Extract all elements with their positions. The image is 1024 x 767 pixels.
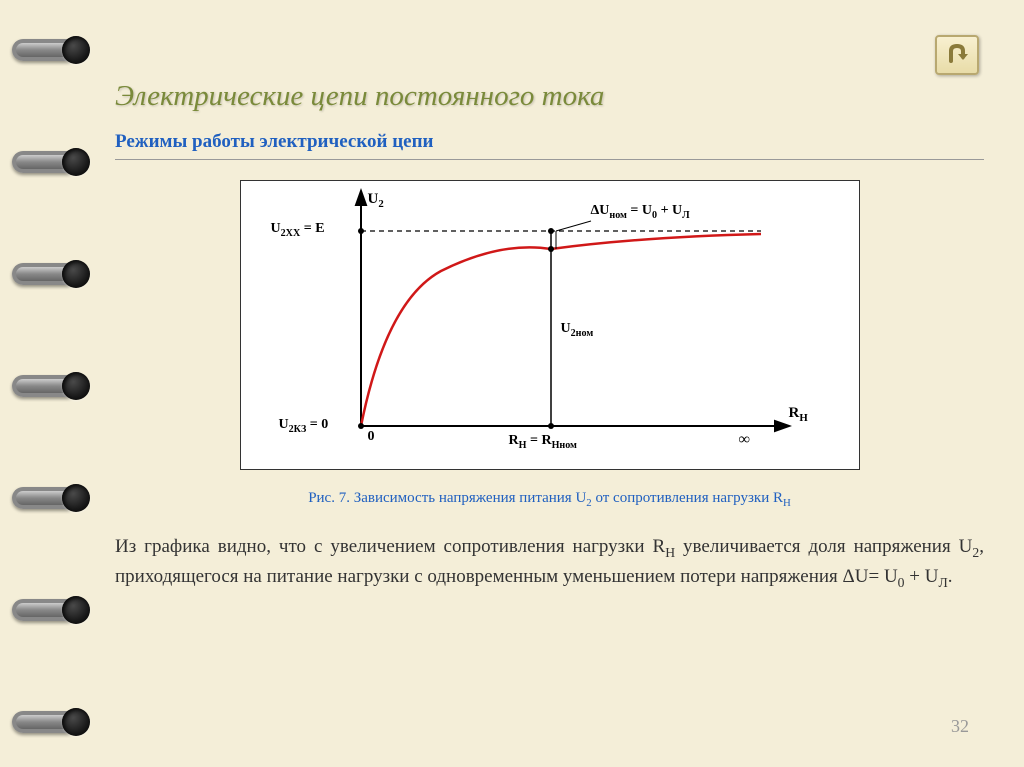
figure-caption: Рис. 7. Зависимость напряжения питания U…	[115, 490, 984, 509]
axes	[356, 191, 789, 431]
x-axis-label: RН	[789, 405, 808, 424]
infinity-label: ∞	[739, 431, 750, 449]
page-title: Электрические цепи постоянного тока	[115, 80, 984, 113]
y-axis-label: U2	[368, 191, 384, 210]
voltage-chart: U2 RН U2ХХ = Е U2КЗ = 0 0 ΔUном = U0 + U…	[240, 180, 860, 470]
u2nom-label: U2ном	[561, 321, 594, 339]
divider	[115, 159, 984, 160]
slide-content: Электрические цепи постоянного тока Режи…	[115, 80, 984, 594]
delta-u-label: ΔUном = U0 + UЛ	[591, 203, 690, 221]
origin-zero: 0	[368, 429, 375, 445]
u-turn-icon	[943, 43, 971, 67]
page-subtitle: Режимы работы электрической цепи	[115, 131, 984, 153]
chart-wrapper: U2 RН U2ХХ = Е U2КЗ = 0 0 ΔUном = U0 + U…	[115, 180, 984, 476]
page-number: 32	[951, 716, 969, 737]
origin-label: U2КЗ = 0	[279, 417, 329, 435]
y-intercept-label: U2ХХ = Е	[271, 221, 325, 239]
body-paragraph: Из графика видно, что с увеличением сопр…	[115, 533, 984, 594]
back-button[interactable]	[935, 35, 979, 75]
rn-nom-label: RН = RНном	[509, 433, 577, 451]
spiral-binding	[0, 0, 100, 767]
